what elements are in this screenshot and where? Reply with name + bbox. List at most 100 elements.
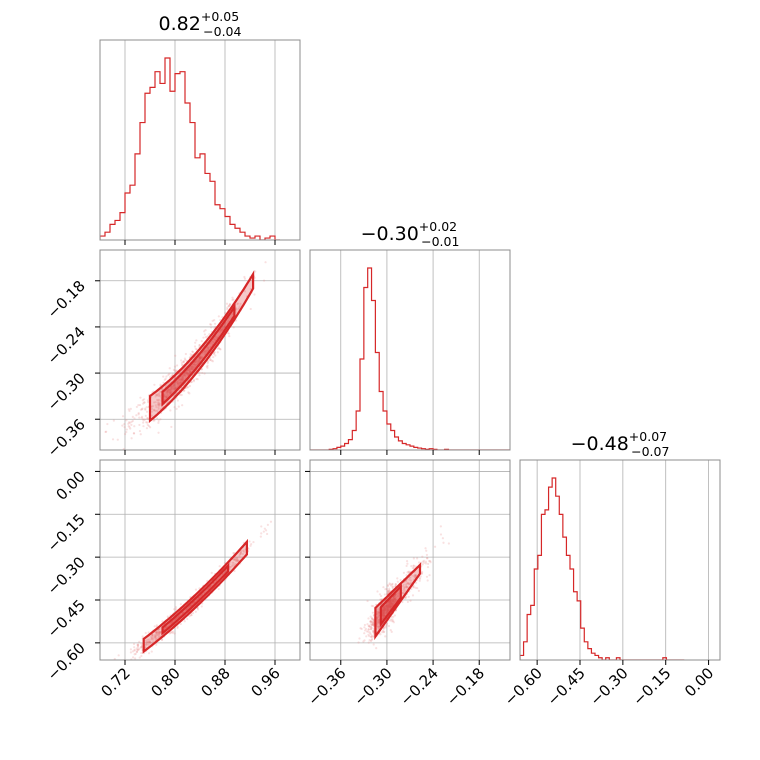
sample-2-1-869 [383, 609, 386, 612]
sample-1-0-196 [262, 279, 266, 282]
sample-2-1-264 [419, 575, 422, 578]
sample-2-0-181 [129, 648, 132, 651]
sample-2-1-408 [382, 614, 385, 617]
sample-2-1-160 [367, 628, 370, 631]
sample-2-1-519 [401, 600, 404, 604]
contour-outer-1-0 [148, 270, 255, 424]
sample-1-0-871 [199, 354, 202, 358]
sample-1-0-893 [145, 406, 148, 409]
sample-2-0-399 [208, 585, 212, 589]
sample-1-0-160 [137, 412, 140, 415]
sample-1-0-611 [178, 381, 182, 384]
sample-1-0-718 [112, 419, 115, 422]
sample-2-1-620 [412, 564, 415, 567]
sample-1-0-114 [189, 370, 192, 373]
sample-2-1-776 [392, 597, 395, 600]
sample-2-1-605 [390, 604, 393, 607]
sample-1-0-619 [193, 362, 196, 365]
sample-1-0-473 [158, 404, 161, 407]
sample-2-1-462 [383, 605, 386, 608]
sample-2-1-604 [391, 586, 394, 589]
xtick-label-1-3: −0.18 [443, 664, 488, 709]
sample-1-0-517 [194, 347, 197, 351]
sample-2-1-656 [389, 599, 392, 602]
sample-2-1-479 [389, 599, 392, 602]
sample-2-1-409 [367, 624, 371, 627]
sample-1-0-685 [190, 365, 193, 368]
sample-1-0-406 [144, 408, 147, 411]
sample-1-0-624 [192, 365, 195, 369]
sample-2-1-653 [417, 589, 420, 592]
sample-2-1-411 [388, 601, 392, 604]
sample-1-0-103 [154, 409, 157, 412]
sample-2-1-309 [377, 622, 380, 625]
sample-2-1-710 [411, 566, 414, 570]
sample-1-0-866 [159, 383, 162, 386]
sample-2-1-496 [412, 557, 415, 560]
sample-1-0-636 [141, 402, 145, 405]
sample-1-0-296 [168, 372, 171, 375]
sample-2-0-55 [209, 585, 212, 589]
sample-2-1-108 [386, 590, 389, 593]
sample-1-0-708 [116, 438, 119, 441]
panel-1-1: −0.30+0.02 −0.01 [309, 219, 511, 455]
sample-1-0-118 [204, 351, 207, 354]
sample-2-1-474 [386, 605, 389, 608]
frame-2-1 [309, 459, 511, 661]
sample-2-0-773 [198, 587, 201, 590]
contour-inner-2-0 [161, 562, 230, 636]
sample-2-0-484 [173, 608, 176, 611]
sample-1-0-702 [216, 347, 219, 350]
sample-2-1-794 [389, 604, 393, 607]
title-2-plus: +0.07 [629, 429, 667, 444]
panel-2-2: −0.48+0.07 −0.07 −0.60−0.45−0.30−0.15 0.00 [501, 429, 721, 709]
sample-2-0-116 [234, 558, 237, 561]
sample-2-1-882 [381, 610, 384, 613]
sample-2-1-196 [387, 605, 390, 609]
sample-2-0-442 [200, 593, 204, 597]
sample-1-0-482 [123, 426, 126, 429]
sample-1-0-340 [199, 357, 202, 360]
sample-1-0-880 [210, 326, 213, 329]
sample-2-1-811 [388, 600, 391, 603]
sample-2-1-536 [406, 571, 409, 574]
sample-1-0-233 [191, 350, 194, 353]
sample-2-0-645 [131, 656, 135, 659]
sample-2-1-528 [389, 606, 392, 609]
sample-1-0-553 [182, 360, 185, 363]
sample-2-1-587 [375, 646, 378, 650]
sample-2-1-756 [388, 599, 392, 602]
sample-2-1-560 [388, 605, 391, 608]
title-0: 0.82+0.05 −0.04 [159, 9, 242, 39]
sample-2-1-380 [372, 604, 375, 608]
sample-2-1-611 [421, 560, 424, 563]
sample-1-0-458 [157, 399, 160, 402]
sample-1-0-203 [179, 381, 182, 384]
sample-2-0-620 [264, 529, 268, 532]
sample-2-1-100 [421, 555, 424, 558]
sample-1-0-727 [238, 307, 241, 310]
sample-1-0-744 [168, 391, 171, 394]
sample-2-1-177 [377, 625, 380, 628]
sample-1-0-206 [181, 377, 184, 380]
sample-1-0-263 [143, 398, 146, 401]
sample-1-0-219 [129, 427, 132, 430]
sample-1-0-717 [154, 395, 157, 398]
sample-2-1-638 [376, 616, 379, 619]
sample-2-1-721 [377, 611, 380, 614]
sample-2-0-383 [114, 664, 116, 666]
sample-1-0-692 [125, 428, 128, 431]
sample-2-0-886 [265, 532, 269, 536]
sample-2-1-636 [387, 602, 391, 605]
sample-1-0-111 [143, 401, 146, 404]
sample-1-0-572 [183, 373, 186, 376]
sample-1-0-23 [198, 359, 201, 362]
sample-1-0-122 [121, 415, 125, 418]
sample-1-0-302 [141, 415, 144, 418]
sample-2-0-702 [133, 649, 136, 652]
sample-1-0-853 [209, 323, 213, 326]
sample-2-1-782 [421, 563, 424, 566]
sample-2-1-746 [377, 616, 380, 619]
sample-2-0-131 [138, 640, 141, 643]
